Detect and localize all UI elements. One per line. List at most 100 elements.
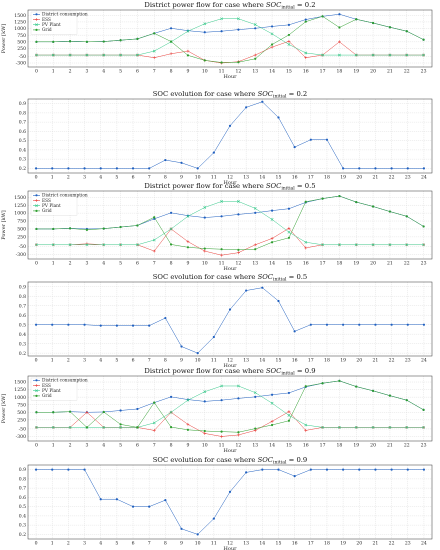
x-tick-label: 0 [35,261,38,267]
x-tick-label: 16 [303,261,309,267]
legend-box [30,192,78,216]
data-point [35,243,38,247]
y-tick-label: 0.8 [19,110,26,116]
x-tick-label: 6 [132,541,135,547]
y-tick-label: 0.9 [19,101,26,107]
x-tick-label: 3 [85,261,88,267]
data-point [115,324,118,327]
data-point [388,394,392,397]
x-tick-label: 17 [308,358,314,364]
x-tick-label: 18 [336,443,342,449]
legend-box [30,377,78,401]
data-point [390,323,393,326]
x-tick-label: 7 [148,175,151,181]
y-tick-label: 250 [17,417,26,423]
y-tick-label: 0.4 [19,513,26,519]
data-point [270,423,274,427]
data-point [136,53,139,57]
x-tick-label: 11 [219,443,225,449]
data-point [67,323,70,326]
x-tick-label: 23 [405,541,411,547]
series-2 [35,39,425,65]
x-tick-label: 19 [340,358,346,364]
x-tick-label: 21 [387,443,393,449]
plot-frame [27,375,433,442]
data-point [325,468,329,471]
x-tick-label: 13 [243,358,249,364]
data-point [293,475,296,478]
data-point [119,409,122,412]
data-point [287,43,291,46]
title-subscript: initial [281,5,295,11]
x-tick-label: 3 [85,443,88,449]
data-point [186,428,190,431]
x-tick-label: 8 [164,175,167,181]
title-prefix: SOC evolution for case where [153,90,258,98]
data-point [304,429,308,432]
data-point [34,323,38,326]
x-tick-label: 13 [243,175,249,181]
data-point [277,116,280,119]
data-point [85,426,89,429]
x-tick-label: 14 [269,443,275,449]
data-point [422,53,425,57]
data-point [321,382,324,385]
data-point [169,410,173,414]
data-point [169,52,173,56]
data-point [374,323,377,326]
x-axis-label: Hour [224,363,238,369]
data-point [102,53,106,57]
x-tick-label: 4 [102,261,105,267]
data-point [186,422,190,426]
x-tick-label: 14 [259,175,265,181]
data-point [358,167,361,170]
data-point [287,410,291,414]
x-axis-label: Hour [224,180,238,186]
x-tick-label: 21 [387,261,393,267]
legend-marker [35,194,38,197]
x-axis-label: Hour [224,546,238,550]
x-tick-label: 2 [67,175,70,181]
x-tick-label: 15 [276,175,282,181]
legend-entry: ESS [42,384,51,389]
data-point [253,391,257,395]
legend-marker [35,209,38,212]
y-tick-label: 250 [17,234,26,240]
x-tick-label: 12 [235,69,241,75]
x-tick-label: 7 [153,69,156,75]
data-point [67,167,70,170]
x-tick-label: 14 [259,541,265,547]
title-prefix: District power flow for case where [144,367,265,375]
data-point [131,324,135,327]
data-point [422,323,426,326]
data-point [270,32,274,36]
data-point [422,425,425,429]
data-point [405,53,409,57]
y-tick-label: 1250 [14,387,26,393]
data-point [102,243,106,247]
data-point [169,40,173,43]
y-tick-label: 0.5 [19,322,26,328]
data-point [220,384,223,388]
data-point [354,425,358,429]
data-point [102,410,105,414]
series-3 [35,200,425,247]
x-tick-label: 6 [136,261,139,267]
x-tick-label: 23 [405,175,411,181]
data-point [254,248,257,251]
data-point [422,468,426,471]
data-point [220,30,223,33]
x-tick-label: 0 [35,541,38,547]
y-axis-label: Power [kW] [1,394,7,424]
data-point [321,15,324,18]
y-tick-label: -300 [16,434,26,440]
x-tick-label: 3 [83,175,86,181]
x-tick-label: 6 [132,175,135,181]
y-tick-label: 750 [17,402,26,408]
data-point [245,106,248,109]
x-tick-label: 0 [35,175,38,181]
data-point [186,49,190,53]
x-tick-label: 18 [336,69,342,75]
